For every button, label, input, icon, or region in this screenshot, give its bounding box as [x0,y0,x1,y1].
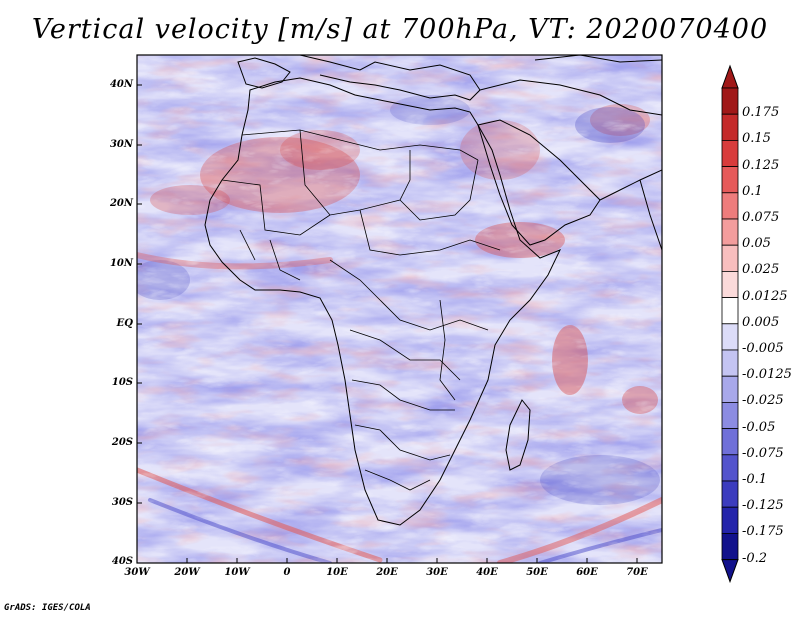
colorbar-swatch [721,349,739,377]
grads-credit: GrADS: IGES/COLA [4,603,91,613]
lon-label: 10W [224,567,250,578]
lon-label: 40E [476,567,498,578]
colorbar-label: 0.005 [742,314,780,330]
lon-label: 20E [376,567,398,578]
colorbar-label: 0.15 [742,131,771,147]
country-borders [221,129,501,491]
lat-label: 10S [111,377,133,388]
lat-label: 30S [111,497,133,508]
map-title: Vertical velocity [m/s] at 700hPa, VT: 2… [31,14,769,45]
lon-label: 20W [174,567,200,578]
colorbar-swatch [721,166,739,194]
lon-label: 50E [526,567,548,578]
lat-label: 20S [111,437,133,448]
colorbar-label: -0.175 [742,524,784,540]
lon-label: 10E [326,567,348,578]
colorbar-label: -0.075 [742,445,784,461]
colorbar-swatch [721,139,739,167]
colorbar-label: 0.0125 [742,288,788,304]
lon-label: 30W [124,567,150,578]
lat-label: 40S [111,556,133,567]
colorbar-label: -0.125 [742,498,784,514]
lat-label: 10N [109,258,133,269]
colorbar-swatch [721,506,739,534]
colorbar-label: -0.025 [742,393,784,409]
colorbar-label: -0.0125 [742,367,792,383]
colorbar-min-arrow [721,559,739,584]
colorbar-swatch [721,401,739,429]
europe-coast [237,57,291,89]
africa-coast [204,77,562,526]
lon-label: 60E [576,567,598,578]
madagascar-coast [505,399,531,471]
colorbar-swatch [721,192,739,220]
colorbar-max-arrow [721,64,739,89]
colorbar-swatch [721,375,739,403]
colorbar [721,64,739,584]
lat-label: 40N [109,79,133,90]
colorbar-label: 0.175 [742,105,780,121]
asia-coast [479,79,662,251]
colorbar-swatch [721,270,739,298]
lat-label: 20N [109,198,133,209]
colorbar-swatch [721,113,739,141]
colorbar-label: 0.025 [742,262,780,278]
colorbar-label: -0.2 [742,550,768,566]
colorbar-swatch [721,218,739,246]
lon-label: 70E [626,567,648,578]
colorbar-label: 0.075 [742,210,780,225]
lat-label: EQ [116,318,133,329]
velocity-field [137,55,662,563]
colorbar-swatch [721,87,739,115]
map-frame [136,54,663,564]
coastlines [204,55,662,526]
colorbar-swatch [721,454,739,482]
colorbar-swatch [721,323,739,351]
lat-label: 30N [109,139,133,150]
colorbar-label: -0.05 [742,419,776,435]
colorbar-swatch [721,533,739,561]
colorbar-label: 0.05 [742,236,771,252]
colorbar-swatch [721,480,739,508]
colorbar-label: 0.125 [742,157,780,173]
lon-label: 0 [283,567,291,578]
colorbar-swatch [721,297,739,325]
colorbar-swatch [721,428,739,456]
lon-label: 30E [426,567,448,578]
axis-ticks [137,84,638,563]
colorbar-label: -0.005 [742,341,784,356]
colorbar-label: -0.1 [742,472,768,487]
colorbar-swatch [721,244,739,272]
colorbar-label: 0.1 [742,183,763,199]
arabia-coast [477,119,601,246]
